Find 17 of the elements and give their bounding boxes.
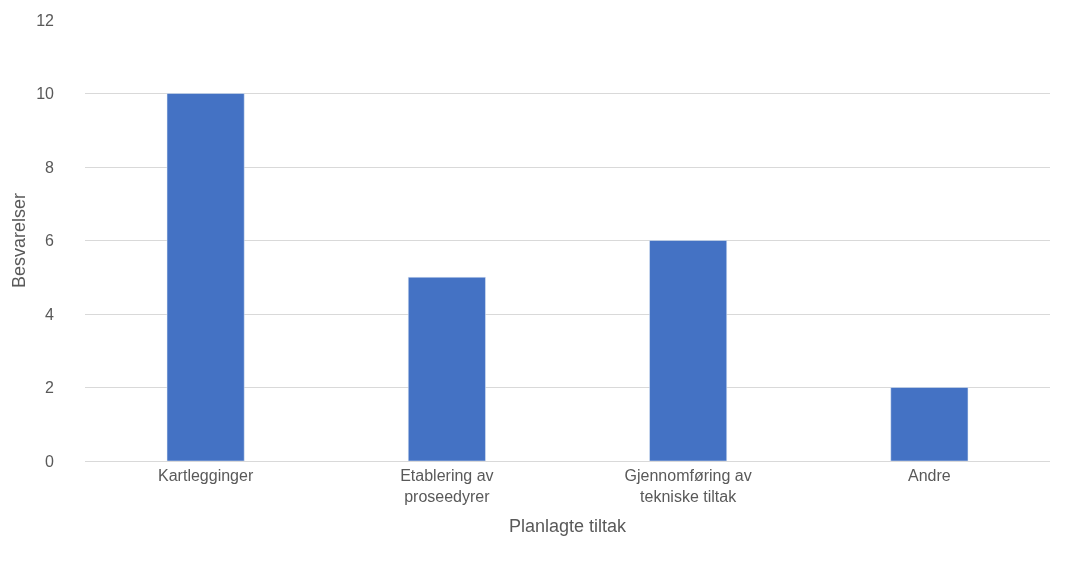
bar <box>890 387 969 461</box>
bar <box>408 277 486 461</box>
y-axis-title: Besvarelser <box>9 192 30 289</box>
bar <box>166 93 245 461</box>
y-tick-label: 12 <box>36 11 55 29</box>
x-tick-label: Etablering av proseedyrer <box>400 467 494 505</box>
y-tick-label: 10 <box>36 85 55 103</box>
y-tick-label: 0 <box>45 452 55 470</box>
x-axis-title: Planlagte tiltak <box>508 516 628 537</box>
y-tick-label: 2 <box>45 379 55 397</box>
y-tick-label: 4 <box>45 305 55 323</box>
x-tick-label: Gjennomføring av tekniske tiltak <box>624 467 752 505</box>
bar <box>649 240 727 461</box>
y-tick-label: 8 <box>45 158 55 176</box>
x-tick-label: Kartlegginger <box>158 467 254 485</box>
y-tick-label: 6 <box>45 232 55 250</box>
x-tick-label: Andre <box>908 467 951 485</box>
